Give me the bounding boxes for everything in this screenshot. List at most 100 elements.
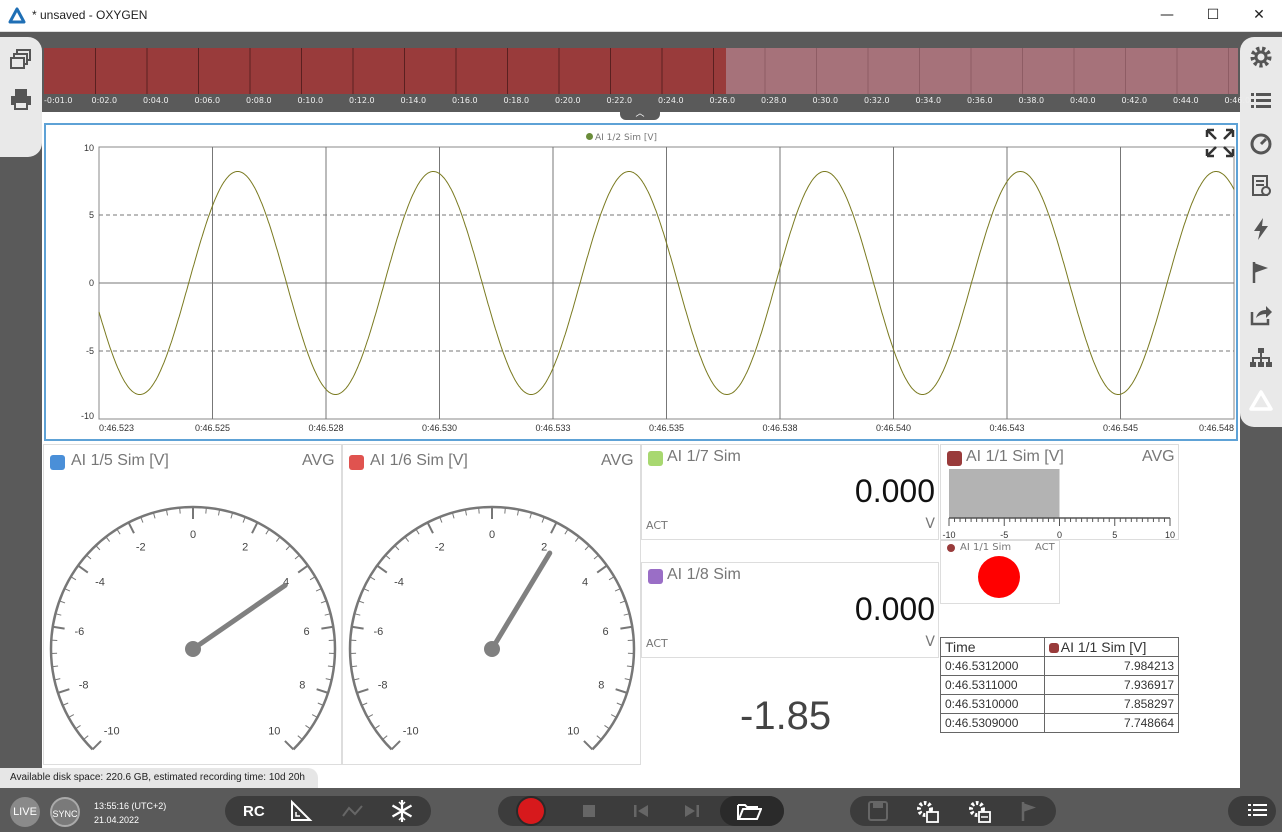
overview-tick-label: 0:32.0 xyxy=(864,96,890,105)
gauge-tick-label: 2 xyxy=(541,542,547,554)
disk-space-status: Available disk space: 220.6 GB, estimate… xyxy=(0,768,318,788)
flag-icon[interactable] xyxy=(1248,259,1274,285)
overview-strip[interactable]: -0:01.0 0:02.0 0:04.0 0:06.0 0:08.0 0:10.0 0:1… xyxy=(44,48,1250,110)
settings-gear-icon[interactable] xyxy=(1248,44,1274,70)
gauge-tick xyxy=(361,702,368,706)
gauge-tick xyxy=(376,564,388,574)
gauge-tick xyxy=(285,545,291,551)
gauge-tick xyxy=(86,554,92,560)
marker-flag-icon[interactable] xyxy=(1016,798,1042,824)
open-folder-icon[interactable] xyxy=(736,798,762,824)
collapse-handle[interactable]: ︿ xyxy=(620,110,660,120)
sine-chart: 10 5 0 -5 -10 0:46.523 0:46.525 0:46.528 0:46.53… xyxy=(81,143,1235,433)
table-cell-time: 0:46.5311000 xyxy=(940,675,1045,695)
overview-tick-label: -0:01.0 xyxy=(44,96,73,105)
windows-icon[interactable] xyxy=(8,46,34,72)
gauge-tick-label: 6 xyxy=(603,626,609,638)
minimize-button[interactable]: — xyxy=(1160,7,1174,23)
lamp-ai-1-1[interactable]: AI 1/1 Sim ACT xyxy=(940,540,1060,604)
gauge-tick xyxy=(610,714,617,718)
y-tick-label: 0 xyxy=(89,278,94,288)
gauge-ai-1-6[interactable]: AI 1/6 Sim [V] AVG -10 -8 -6 -4 -2 0 2 4 6 8 10 xyxy=(342,444,641,765)
lightning-icon[interactable] xyxy=(1248,216,1274,242)
lamp-title: AI 1/1 Sim xyxy=(960,542,1012,553)
live-button[interactable]: LIVE xyxy=(10,797,40,827)
gauge-tick xyxy=(584,545,590,551)
maximize-button[interactable]: ☐ xyxy=(1206,7,1220,23)
overview-tick-label: 0:06.0 xyxy=(194,96,221,105)
gauge-tick xyxy=(68,714,75,718)
rc-button[interactable]: RC xyxy=(243,803,265,820)
channel-color-square xyxy=(648,569,663,584)
gauge-tick xyxy=(351,625,364,630)
value-table[interactable]: Time AI 1/1 Sim [V] 0:46.5312000 7.984213… xyxy=(940,637,1180,733)
oxygen-logo-icon xyxy=(8,7,26,24)
gauge-tick xyxy=(550,522,558,534)
legend-label: AI 1/2 Sim [V] xyxy=(595,133,658,143)
gauge-tick xyxy=(140,516,144,523)
overview-tick-label: 0:28.0 xyxy=(761,96,787,105)
overview-bar[interactable]: -0:01.0 0:02.0 0:04.0 0:06.0 0:08.0 0:10.0 0:1… xyxy=(42,32,1250,112)
export-icon[interactable] xyxy=(1248,302,1274,328)
gauge-tick xyxy=(297,564,309,574)
skip-back-icon[interactable] xyxy=(628,798,654,824)
gauge-tick xyxy=(75,725,81,730)
overview-tick-label: 0:24.0 xyxy=(658,96,684,105)
gauge-needle xyxy=(489,550,553,652)
channel-color-square xyxy=(50,455,65,470)
recorded-range[interactable] xyxy=(44,48,726,94)
record-button[interactable] xyxy=(518,798,544,824)
gauge-tick-label: 10 xyxy=(567,725,579,737)
bar-graph-ai-1-1[interactable]: AI 1/1 Sim [V] AVG -10 -5 0 5 10 xyxy=(940,444,1179,540)
tool-group xyxy=(225,796,431,826)
report-icon[interactable] xyxy=(1248,173,1274,199)
gauge-tick xyxy=(59,600,66,604)
gauge-tick xyxy=(320,600,327,604)
x-tick-label: 0:46.548 xyxy=(1199,423,1234,433)
save-icon[interactable] xyxy=(865,798,891,824)
right-sidebar xyxy=(1240,32,1282,800)
x-tick-label: 0:46.530 xyxy=(422,423,457,433)
expand-icon[interactable] xyxy=(1204,127,1236,159)
oxygen-app-icon[interactable] xyxy=(1248,388,1274,414)
gauge-tick xyxy=(478,507,480,514)
gauge-tick xyxy=(624,678,631,681)
recorder-chart[interactable]: AI 1/2 Sim [V] 10 5 0 -5 -10 0:46.523 0:46.525… xyxy=(44,123,1238,441)
sync-button[interactable]: SYNC xyxy=(50,797,80,827)
measure-triangle-icon[interactable] xyxy=(288,798,314,824)
gauge-tick xyxy=(321,625,334,630)
legend-dot xyxy=(586,133,593,140)
bar-tick-label: 10 xyxy=(1165,530,1175,539)
gauge-tick xyxy=(614,588,621,592)
big-number-display[interactable]: -1.85 xyxy=(740,694,832,738)
gauge-ai-1-5[interactable]: AI 1/5 Sim [V] AVG -10 -8 -6 -4 -2 0 2 4 6 8 10 xyxy=(43,444,342,765)
table-cell-value: 7.984213 xyxy=(1043,656,1180,676)
overview-tick-label: 0:14.0 xyxy=(400,96,427,105)
cursor-disabled-icon[interactable] xyxy=(340,798,366,824)
overview-grid xyxy=(95,48,1229,94)
gauge-tick xyxy=(52,665,59,668)
gauge-tick xyxy=(165,509,169,516)
network-icon[interactable] xyxy=(1248,345,1274,371)
bottom-toolbar: LIVE SYNC 13:55:16 (UTC+2) 21.04.2022 RC xyxy=(0,788,1282,832)
lamp-legend-dot xyxy=(947,544,955,552)
gauge-tick xyxy=(367,714,374,718)
gauge-tick xyxy=(105,536,111,542)
settings-load-icon[interactable] xyxy=(966,798,992,824)
freeze-snowflake-icon[interactable] xyxy=(389,798,415,824)
settings-save-icon[interactable] xyxy=(914,798,940,824)
speedometer-icon[interactable] xyxy=(1248,130,1274,156)
channel-list-icon[interactable] xyxy=(1248,87,1274,113)
skip-forward-icon[interactable] xyxy=(679,798,705,824)
meter-unit: V xyxy=(925,516,935,532)
menu-list-icon[interactable] xyxy=(1246,798,1272,824)
digital-meter-ai-1-7[interactable]: AI 1/7 Sim 0.000 ACT V xyxy=(641,444,939,540)
gauge-tick xyxy=(623,613,630,616)
gauge-tick xyxy=(619,600,626,604)
print-icon[interactable] xyxy=(8,86,34,112)
close-button[interactable]: ✕ xyxy=(1253,7,1265,23)
stop-icon[interactable] xyxy=(576,798,602,824)
gauge-tick xyxy=(305,725,311,730)
x-tick-label: 0:46.535 xyxy=(649,423,684,433)
digital-meter-ai-1-8[interactable]: AI 1/8 Sim 0.000 ACT V xyxy=(641,562,939,658)
